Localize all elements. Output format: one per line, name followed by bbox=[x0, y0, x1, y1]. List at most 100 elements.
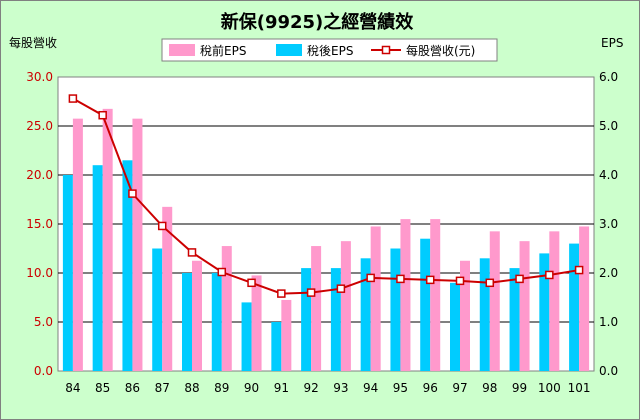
x-tick-label: 101 bbox=[568, 381, 591, 395]
revenue-line bbox=[72, 97, 580, 295]
revenue-point bbox=[187, 248, 197, 257]
revenue-point bbox=[277, 289, 286, 298]
revenue-point bbox=[366, 273, 375, 283]
revenue-point bbox=[485, 278, 495, 288]
legend-label: 稅後EPS bbox=[307, 44, 353, 58]
legend-label: 每股營收(元) bbox=[406, 43, 475, 58]
after-tax-eps-bar bbox=[330, 268, 341, 371]
y-right-tick-label: 6.0 bbox=[599, 70, 618, 84]
revenue-point bbox=[574, 265, 584, 275]
x-tick-label: 90 bbox=[244, 381, 259, 395]
x-tick-label: 96 bbox=[423, 381, 438, 395]
y-right-tick-label: 4.0 bbox=[599, 168, 618, 182]
revenue-line-series bbox=[68, 94, 584, 298]
x-tick-label: 91 bbox=[274, 381, 289, 395]
after-tax-eps-bar bbox=[569, 243, 580, 371]
x-tick-label: 99 bbox=[512, 381, 527, 395]
y-left-tick-label: 5.0 bbox=[34, 315, 53, 329]
pre-tax-eps-bar bbox=[221, 246, 232, 371]
x-tick-label: 93 bbox=[333, 381, 348, 395]
pre-tax-eps-bar bbox=[549, 231, 560, 371]
x-tick-label: 85 bbox=[95, 381, 110, 395]
pre-tax-eps-bar bbox=[519, 241, 530, 371]
revenue-point bbox=[545, 270, 554, 280]
x-tick-label: 88 bbox=[184, 381, 199, 395]
after-tax-eps-bar bbox=[539, 253, 550, 371]
pre-tax-eps-bar bbox=[162, 206, 173, 371]
pre-tax-eps-bar bbox=[72, 118, 83, 372]
after-tax-eps-bar bbox=[390, 248, 401, 371]
after-tax-eps-bar bbox=[92, 165, 103, 371]
revenue-point bbox=[98, 110, 107, 120]
revenue-point bbox=[455, 276, 465, 286]
legend-swatch-after-tax bbox=[276, 44, 302, 56]
pre-tax-eps-bar bbox=[430, 219, 441, 371]
revenue-point bbox=[515, 274, 524, 284]
after-tax-eps-bar bbox=[420, 238, 431, 371]
y-left-tick-label: 0.0 bbox=[34, 364, 53, 378]
pre-tax-eps-bar bbox=[489, 231, 500, 371]
pre-tax-eps-bar bbox=[400, 219, 411, 371]
x-tick-label: 89 bbox=[214, 381, 229, 395]
pre-tax-eps-bar bbox=[340, 241, 351, 371]
y-right-tick-label: 1.0 bbox=[599, 315, 618, 329]
after-tax-eps-bar bbox=[271, 322, 282, 371]
y-right-tick-label: 2.0 bbox=[599, 266, 618, 280]
y-left-tick-label: 20.0 bbox=[26, 168, 53, 182]
bar-series bbox=[62, 108, 590, 372]
pre-tax-eps-bar bbox=[132, 118, 143, 372]
legend-marker-revenue bbox=[381, 45, 391, 55]
x-tick-label: 97 bbox=[452, 381, 467, 395]
revenue-point bbox=[217, 267, 227, 277]
pre-tax-eps-bar bbox=[251, 275, 262, 371]
revenue-point bbox=[396, 274, 405, 284]
revenue-point bbox=[68, 94, 78, 103]
after-tax-eps-bar bbox=[301, 268, 312, 371]
legend-swatch-pre-tax bbox=[169, 44, 195, 56]
x-tick-label: 100 bbox=[538, 381, 561, 395]
after-tax-eps-bar bbox=[479, 258, 490, 371]
after-tax-eps-bar bbox=[62, 175, 73, 371]
legend-box bbox=[161, 38, 498, 62]
revenue-point bbox=[306, 288, 316, 297]
pre-tax-eps-bar bbox=[281, 299, 292, 371]
y-right-tick-label: 0.0 bbox=[599, 364, 618, 378]
x-tick-label: 95 bbox=[393, 381, 408, 395]
pre-tax-eps-bar bbox=[579, 226, 590, 371]
revenue-point bbox=[157, 221, 167, 231]
pre-tax-eps-bar bbox=[370, 226, 381, 371]
x-tick-label: 87 bbox=[155, 381, 170, 395]
y-left-tick-label: 10.0 bbox=[26, 266, 53, 280]
y-axis-right-label: EPS bbox=[601, 36, 623, 50]
after-tax-eps-bar bbox=[122, 160, 133, 371]
y-left-tick-label: 30.0 bbox=[26, 70, 53, 84]
legend-label: 稅前EPS bbox=[200, 43, 246, 58]
after-tax-eps-bar bbox=[509, 268, 520, 371]
pre-tax-eps-bar bbox=[460, 260, 470, 371]
y-right-tick-label: 5.0 bbox=[599, 119, 618, 133]
y-left-tick-label: 15.0 bbox=[26, 217, 53, 231]
x-tick-label: 92 bbox=[303, 381, 318, 395]
x-tick-label: 98 bbox=[482, 381, 497, 395]
revenue-point bbox=[425, 275, 435, 285]
pre-tax-eps-bar bbox=[102, 108, 113, 371]
after-tax-eps-bar bbox=[450, 282, 460, 371]
after-tax-eps-bar bbox=[211, 273, 222, 371]
legend: 稅前EPS 稅後EPS 每股營收(元) bbox=[161, 38, 498, 62]
revenue-point bbox=[247, 278, 256, 288]
after-tax-eps-bar bbox=[241, 302, 252, 371]
revenue-point bbox=[336, 284, 346, 293]
y-right-tick-label: 3.0 bbox=[599, 217, 618, 231]
y-left-tick-label: 25.0 bbox=[26, 119, 53, 133]
axes: 0.0 0.0 5.0 1.0 10.0 2.0 15.0 3.0 20.0 4.0 25.0 5.0… bbox=[26, 70, 618, 395]
revenue-point bbox=[128, 189, 137, 198]
pre-tax-eps-bar bbox=[192, 260, 202, 371]
x-tick-label: 86 bbox=[125, 381, 140, 395]
pre-tax-eps-bar bbox=[311, 246, 322, 371]
gridlines bbox=[58, 125, 594, 323]
after-tax-eps-bar bbox=[360, 258, 371, 371]
x-tick-label: 84 bbox=[65, 381, 80, 395]
y-axis-left-label: 每股營收 bbox=[9, 35, 57, 50]
